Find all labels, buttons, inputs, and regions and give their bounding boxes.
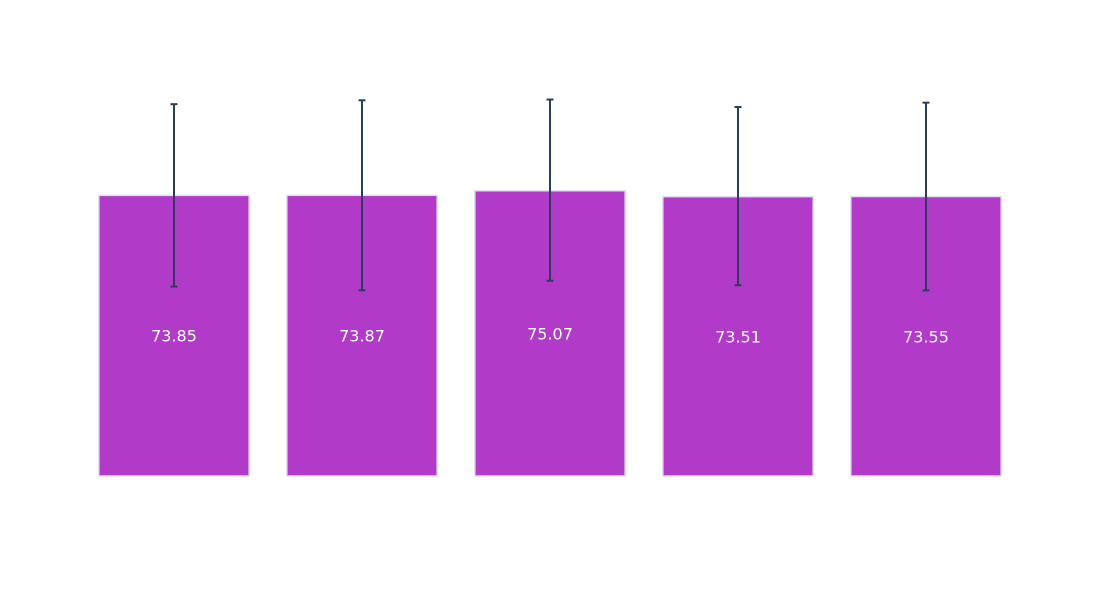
bar-value-label: 73.51 <box>715 327 761 346</box>
error-bar <box>734 105 742 287</box>
bar-value-label: 73.85 <box>151 327 197 346</box>
bar-labels-group: 73.85 73.87 75.07 73.51 73.55 <box>151 324 949 346</box>
error-bar <box>922 101 930 292</box>
bar-value-label: 73.87 <box>339 327 385 346</box>
error-bars-group <box>170 98 930 292</box>
error-bar <box>358 99 366 292</box>
bar-value-label: 75.07 <box>527 324 573 343</box>
bar-value-label: 73.55 <box>903 327 949 346</box>
error-bar <box>546 98 554 282</box>
error-bar <box>170 103 178 288</box>
